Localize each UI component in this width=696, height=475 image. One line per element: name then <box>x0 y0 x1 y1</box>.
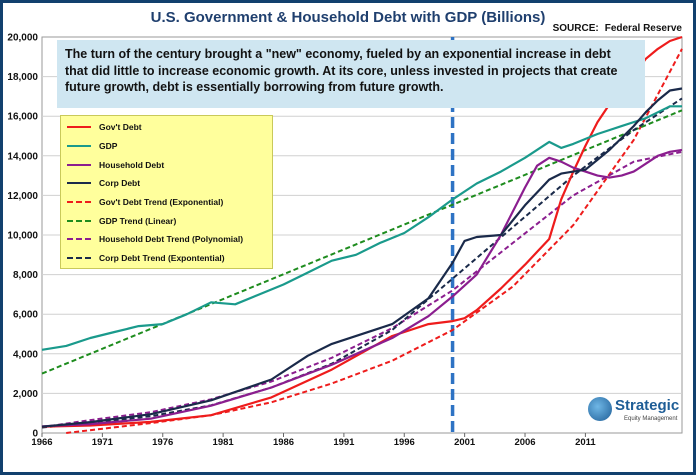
legend-item: GDP Trend (Linear) <box>67 211 272 230</box>
legend-swatch <box>67 163 91 166</box>
logo-sub: Equity Management <box>624 416 678 422</box>
source-label: SOURCE: <box>552 23 599 34</box>
series-line-gdp <box>41 105 682 351</box>
x-tick-label: 2006 <box>514 437 535 448</box>
y-tick-label: 10,000 <box>7 231 38 242</box>
legend-label: GDP <box>99 141 118 152</box>
x-tick-label: 1971 <box>92 437 114 448</box>
series-line-gdp-trend-linear <box>41 109 683 375</box>
x-tick-label: 1976 <box>152 437 173 448</box>
y-tick-label: 6,000 <box>13 310 38 321</box>
legend-swatch <box>67 126 91 129</box>
x-tick-label: 1996 <box>394 437 415 448</box>
series-line-household-debt-trend-polynomial <box>41 150 683 429</box>
legend-swatch <box>67 257 91 260</box>
legend-swatch <box>67 145 91 148</box>
logo: Strategic Equity Management <box>588 395 688 431</box>
legend-item: Gov't Debt Trend (Exponential) <box>67 193 272 212</box>
y-tick-label: 20,000 <box>7 33 38 44</box>
legend-label: Gov't Debt Trend (Exponential) <box>99 197 224 208</box>
annotation-box: The turn of the century brought a "new" … <box>57 40 645 108</box>
series-line-corp-debt-trend-expontential <box>41 97 683 429</box>
legend: Gov't Debt GDP Household Debt Corp Debt Gov'… <box>60 115 273 269</box>
legend-label: Household Debt <box>99 159 165 170</box>
legend-item: GDP <box>67 137 272 156</box>
legend-swatch <box>67 238 91 241</box>
y-tick-label: 0 <box>32 429 38 440</box>
y-tick-label: 2,000 <box>13 389 38 400</box>
legend-label: Corp Debt <box>99 178 141 189</box>
x-tick-label: 1981 <box>213 437 235 448</box>
series-line-household-debt <box>41 148 683 428</box>
legend-label: Household Debt Trend (Polynomial) <box>99 234 244 245</box>
legend-swatch <box>67 219 91 222</box>
legend-item: Household Debt <box>67 155 272 174</box>
legend-item: Corp Debt <box>67 174 272 193</box>
x-tick-label: 2001 <box>454 437 476 448</box>
x-tick-label: 1991 <box>333 437 355 448</box>
x-tick-label: 2011 <box>575 437 596 448</box>
y-tick-label: 14,000 <box>7 151 38 162</box>
legend-label: Corp Debt Trend (Expontential) <box>99 253 225 264</box>
strategic-globe-icon <box>588 397 612 421</box>
legend-label: Gov't Debt <box>99 122 142 133</box>
y-tick-label: 8,000 <box>13 270 38 281</box>
legend-label: GDP Trend (Linear) <box>99 215 177 226</box>
legend-item: Corp Debt Trend (Expontential) <box>67 249 272 268</box>
source-note: SOURCE: Federal Reserve <box>553 23 682 34</box>
logo-name: Strategic <box>615 397 680 414</box>
legend-item: Gov't Debt <box>67 118 272 137</box>
x-tick-label: 1986 <box>273 437 294 448</box>
y-tick-label: 12,000 <box>7 191 38 202</box>
x-tick-label: 1966 <box>31 437 52 448</box>
tick-labels: 0 2,000 4,000 6,000 8,000 10,000 12,000 14,000 1… <box>7 33 596 449</box>
chart-title: U.S. Government & Household Debt with GD… <box>150 9 546 26</box>
legend-swatch <box>67 201 91 204</box>
series-line-corp-debt <box>41 87 683 428</box>
y-tick-label: 18,000 <box>7 72 38 83</box>
y-tick-label: 16,000 <box>7 112 38 123</box>
source-value: Federal Reserve <box>604 23 682 34</box>
legend-swatch <box>67 182 91 185</box>
y-tick-label: 4,000 <box>13 349 38 360</box>
legend-item: Household Debt Trend (Polynomial) <box>67 230 272 249</box>
